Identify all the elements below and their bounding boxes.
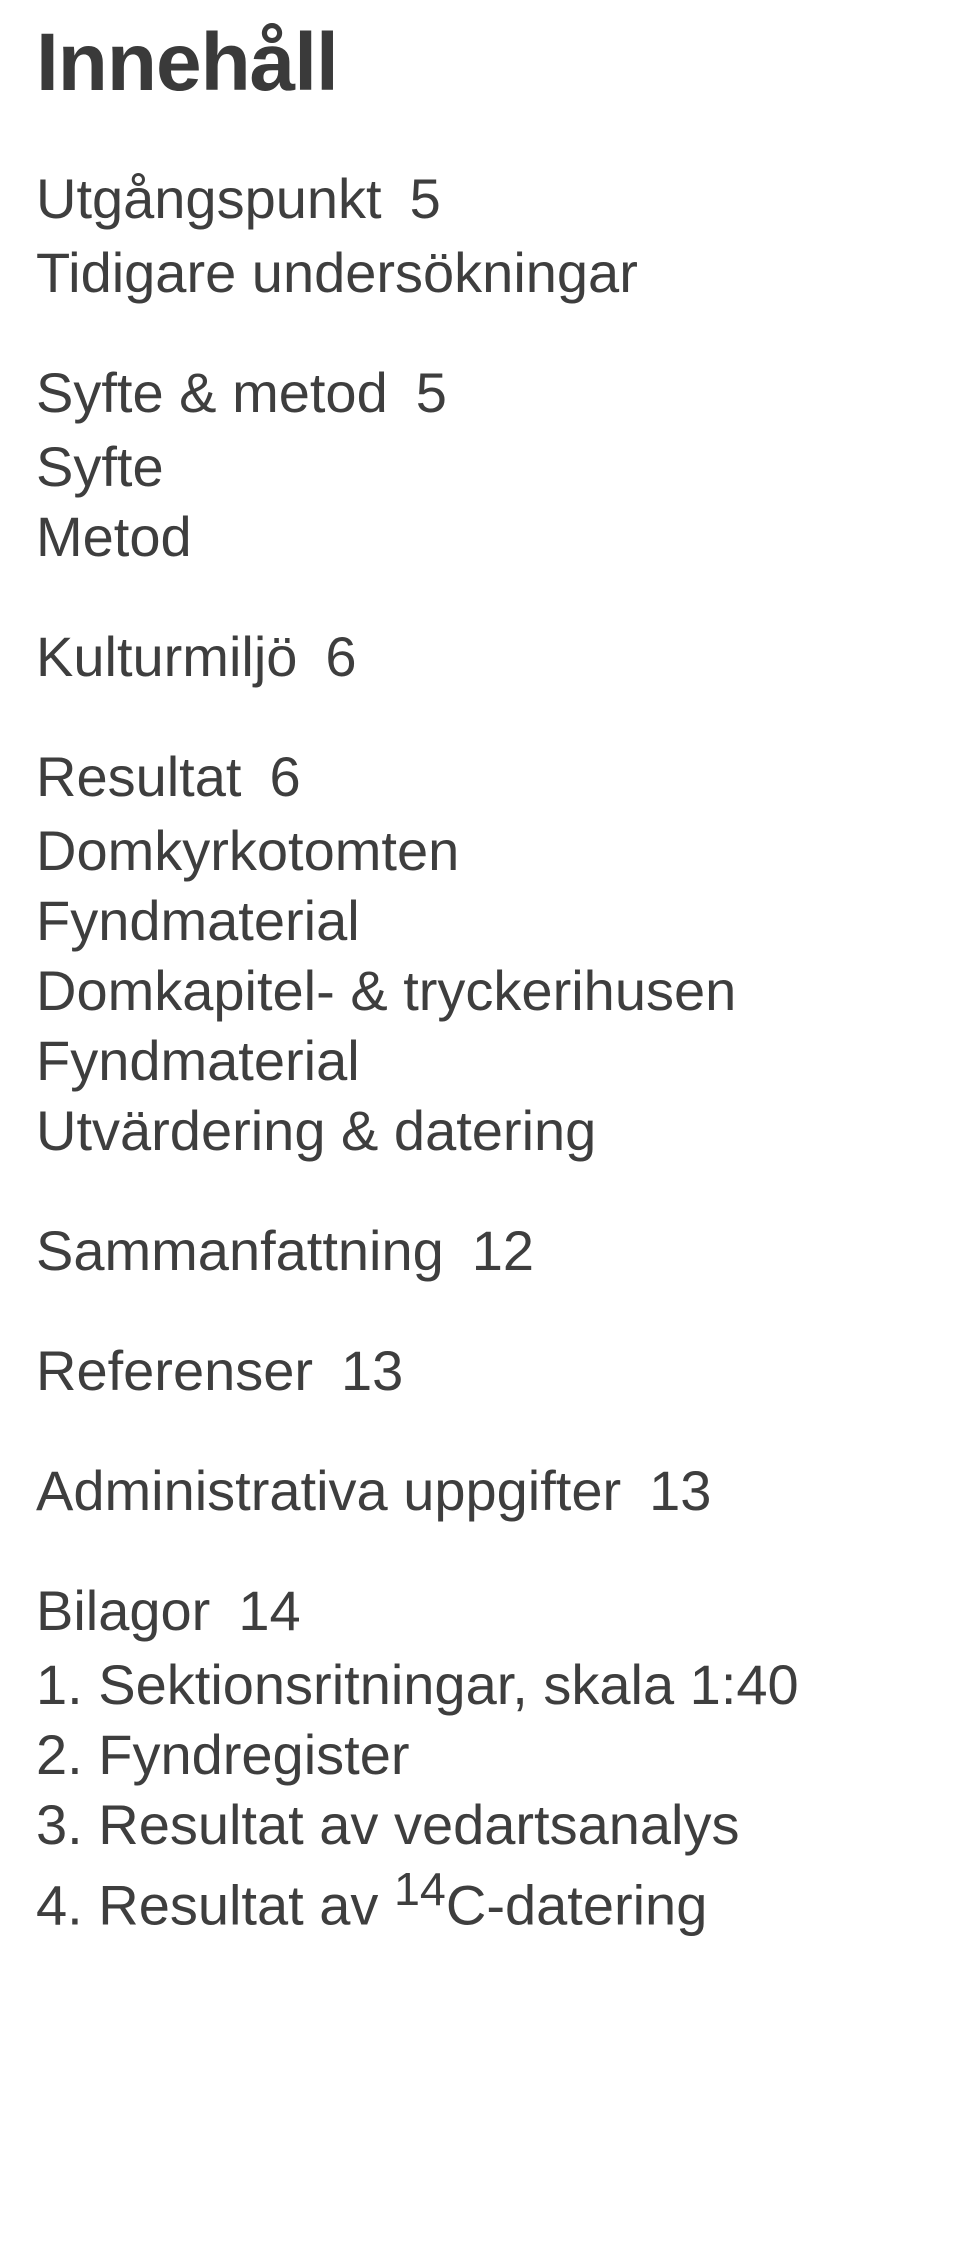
toc-page-number: 6 <box>269 745 300 808</box>
toc-page-number: 13 <box>341 1339 403 1402</box>
toc-page-number: 13 <box>649 1459 711 1522</box>
toc-sub-item: Domkyrkotomten <box>36 816 924 886</box>
page-title: Innehåll <box>36 20 924 106</box>
toc-section: Resultat 6 Domkyrkotomten Fyndmaterial Do… <box>36 742 924 1166</box>
toc-sub-item: Fyndmaterial <box>36 886 924 956</box>
toc-sub-item: Fyndmaterial <box>36 1026 924 1096</box>
toc-section-head: Resultat 6 <box>36 742 924 812</box>
toc-section-label: Kulturmiljö <box>36 625 297 688</box>
toc-sub-item: 3. Resultat av vedartsanalys <box>36 1790 924 1860</box>
toc-section: Sammanfattning 12 <box>36 1216 924 1286</box>
toc-section-label: Resultat <box>36 745 241 808</box>
toc-section-head: Administrativa uppgifter 13 <box>36 1456 924 1526</box>
toc-section-head: Sammanfattning 12 <box>36 1216 924 1286</box>
toc-page-number: 6 <box>325 625 356 688</box>
toc-section-label: Administrativa uppgifter <box>36 1459 621 1522</box>
toc-section-head: Utgångspunkt 5 <box>36 164 924 234</box>
toc-section-label: Sammanfattning <box>36 1219 444 1282</box>
toc-sub-item: 1. Sektionsritningar, skala 1:40 <box>36 1650 924 1720</box>
toc-section-head: Bilagor 14 <box>36 1576 924 1646</box>
toc-sub-item: 4. Resultat av 14C-datering <box>36 1860 924 1941</box>
toc-section: Administrativa uppgifter 13 <box>36 1456 924 1526</box>
toc-section-label: Bilagor <box>36 1579 210 1642</box>
toc-sub-item: Utvärdering & datering <box>36 1096 924 1166</box>
toc-section: Utgångspunkt 5 Tidigare undersökningar <box>36 164 924 308</box>
toc-section-label: Utgångspunkt <box>36 167 382 230</box>
toc-sub-prefix: 4. Resultat av <box>36 1874 394 1937</box>
toc-sub-suffix: C-datering <box>446 1874 707 1937</box>
toc-section-head: Syfte & metod 5 <box>36 358 924 428</box>
toc-section: Syfte & metod 5 Syfte Metod <box>36 358 924 572</box>
toc-section: Bilagor 14 1. Sektionsritningar, skala 1:… <box>36 1576 924 1941</box>
toc-page-number: 5 <box>416 361 447 424</box>
toc-sub-item: 2. Fyndregister <box>36 1720 924 1790</box>
toc-section-head: Referenser 13 <box>36 1336 924 1406</box>
toc-section-label: Referenser <box>36 1339 313 1402</box>
toc-sub-item: Syfte <box>36 432 924 502</box>
toc-page-number: 12 <box>472 1219 534 1282</box>
toc-section-label: Syfte & metod <box>36 361 388 424</box>
toc-section: Referenser 13 <box>36 1336 924 1406</box>
toc-sub-item: Domkapitel- & tryckerihusen <box>36 956 924 1026</box>
toc-section: Kulturmiljö 6 <box>36 622 924 692</box>
toc-sub-sup: 14 <box>394 1863 446 1915</box>
toc-page-number: 5 <box>410 167 441 230</box>
toc-sub-item: Tidigare undersökningar <box>36 238 924 308</box>
toc-section-head: Kulturmiljö 6 <box>36 622 924 692</box>
toc-page-number: 14 <box>238 1579 300 1642</box>
toc-sub-item: Metod <box>36 502 924 572</box>
